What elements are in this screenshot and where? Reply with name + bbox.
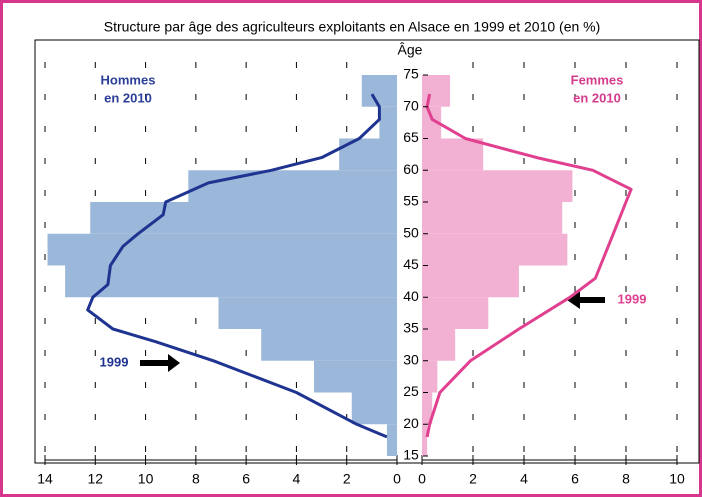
bar: [422, 106, 442, 139]
x-tick-label: 10: [669, 471, 685, 487]
arrow: [140, 354, 180, 372]
bar: [422, 138, 484, 171]
bar: [379, 106, 397, 139]
x-tick-label: 0: [393, 471, 401, 487]
x-tick-label: 10: [138, 471, 154, 487]
bar: [422, 329, 456, 361]
y-tick-label: 15: [403, 447, 419, 463]
y-tick-label: 45: [403, 256, 419, 272]
bar: [422, 170, 573, 202]
x-tick-label: 2: [343, 471, 351, 487]
line-1999: [425, 93, 633, 438]
bar: [422, 75, 451, 107]
line-label: 1999: [618, 291, 647, 306]
bar: [422, 360, 438, 393]
x-tick-label: 6: [242, 471, 250, 487]
y-tick-label: 55: [403, 193, 419, 209]
x-tick-label: 12: [87, 471, 103, 487]
bar: [422, 233, 568, 266]
bar: [47, 233, 398, 266]
line-1999: [86, 93, 388, 439]
series-label: Femmes: [571, 72, 624, 87]
x-tick-label: 4: [520, 471, 528, 487]
bar: [422, 297, 489, 329]
y-tick-label: 40: [403, 288, 419, 304]
bar: [90, 202, 397, 234]
x-tick-label: 6: [571, 471, 579, 487]
bar: [261, 329, 397, 361]
plot-frame: [34, 39, 700, 464]
bar: [422, 265, 519, 298]
bar: [314, 360, 397, 393]
y-tick-label: 70: [403, 97, 419, 113]
y-tick-label: 75: [403, 66, 419, 82]
bar: [422, 202, 563, 234]
x-tick-label: 8: [622, 471, 630, 487]
x-tick-label: 8: [192, 471, 200, 487]
y-tick-label: 30: [403, 351, 419, 367]
y-tick-label: 60: [403, 161, 419, 177]
bar: [351, 392, 397, 425]
arrow: [567, 291, 605, 309]
bar: [422, 392, 433, 425]
y-tick-label: 25: [403, 383, 419, 399]
bar: [386, 424, 397, 456]
series-label: en 2010: [573, 90, 621, 105]
bar: [188, 170, 397, 202]
bar: [65, 265, 397, 298]
x-tick-label: 0: [418, 471, 426, 487]
bar: [361, 75, 397, 107]
y-axis-title: Âge: [398, 42, 423, 58]
x-tick-label: 4: [293, 471, 301, 487]
x-tick-label: 2: [469, 471, 477, 487]
bar: [218, 297, 397, 329]
series-label: en 2010: [104, 90, 152, 105]
y-tick-label: 65: [403, 129, 419, 145]
line-label: 1999: [100, 354, 129, 369]
y-tick-label: 50: [403, 224, 419, 240]
series-label: Hommes: [101, 72, 156, 87]
y-tick-label: 20: [403, 415, 419, 431]
x-tick-label: 14: [37, 471, 53, 487]
bar: [422, 424, 428, 456]
chart-title: Structure par âge des agriculteurs explo…: [104, 19, 601, 35]
y-tick-label: 35: [403, 320, 419, 336]
